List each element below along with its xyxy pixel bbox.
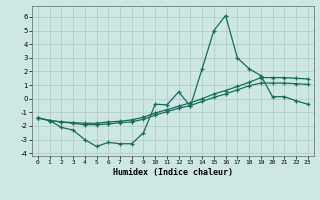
X-axis label: Humidex (Indice chaleur): Humidex (Indice chaleur) [113, 168, 233, 177]
